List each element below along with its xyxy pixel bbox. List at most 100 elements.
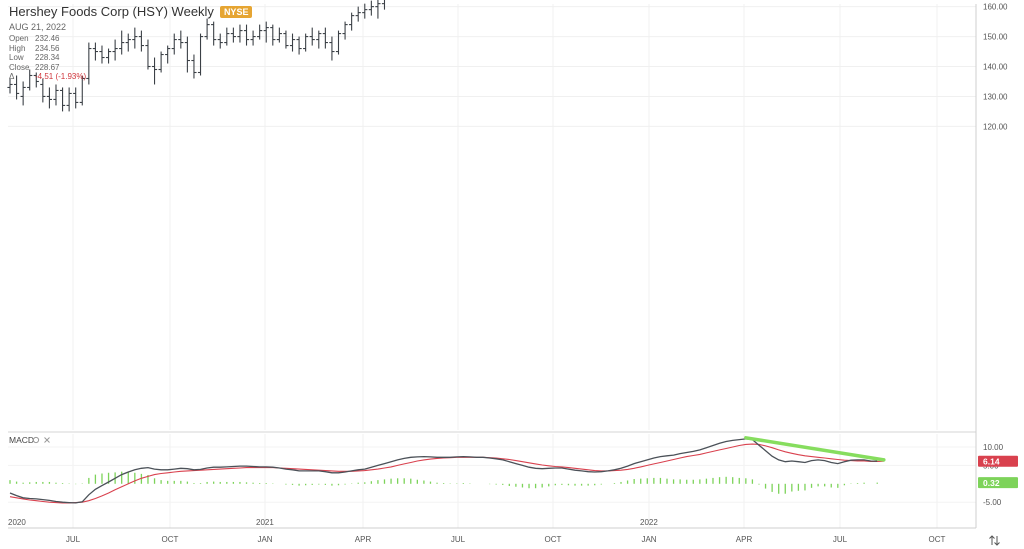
chart-title: Hershey Foods Corp (HSY) Weekly [9, 4, 214, 19]
ohlc-bar [79, 75, 85, 106]
ohlc-bar [276, 27, 282, 43]
ohlc-bar [322, 27, 328, 49]
svg-text:0.32: 0.32 [983, 478, 1000, 488]
ohlc-bar [99, 45, 105, 64]
x-tick-label: JAN [641, 535, 656, 544]
x-tick-label: OCT [162, 535, 179, 544]
macd-trendline [744, 436, 886, 462]
ohlc-bar [171, 33, 177, 55]
price-tick-label: 150.00 [983, 33, 1008, 42]
close-icon[interactable] [44, 437, 50, 443]
ohlc-bar [191, 54, 197, 79]
price-tick-label: 160.00 [983, 3, 1008, 12]
x-tick-label: JAN [257, 535, 272, 544]
change-label: Δ [9, 72, 15, 81]
high-value: 234.56 [35, 43, 60, 53]
high-label: High [9, 43, 26, 53]
ohlc-bar [165, 45, 171, 64]
ohlc-bar [375, 0, 381, 19]
ohlc-bar [296, 36, 302, 55]
ohlc-bar [329, 36, 335, 61]
macd-lines [9, 438, 884, 504]
close-value: 228.67 [35, 62, 60, 72]
ohlc-bar [230, 27, 236, 43]
ohlc-bar [250, 30, 256, 46]
x-tick-label: JUL [66, 535, 81, 544]
ohlc-bar [263, 21, 269, 43]
ohlc-bar [33, 72, 39, 88]
ohlc-bar [316, 30, 322, 49]
ohlc-bar [309, 27, 315, 46]
close-label: Close [9, 62, 30, 72]
ohlc-bar [211, 21, 217, 46]
ohlc-bar [13, 75, 20, 100]
x-tick-label: JUL [833, 535, 848, 544]
x-tick-label: 2020 [8, 518, 26, 527]
ohlc-bar [224, 27, 230, 46]
price-tick-label: 140.00 [983, 63, 1008, 72]
x-tick-label: APR [355, 535, 372, 544]
x-tick-label: APR [736, 535, 753, 544]
histogram-value-badge: 0.32 [978, 477, 1018, 489]
ohlc-bar [381, 0, 386, 10]
ohlc-bar [303, 33, 309, 52]
x-tick-label: OCT [929, 535, 946, 544]
gear-icon[interactable] [32, 436, 40, 444]
exchange-badge: NYSE [219, 5, 253, 18]
macd-value-badge: 6.14 [978, 455, 1018, 467]
quote-date: AUG 21, 2022 [9, 22, 67, 32]
ohlc-bar [158, 51, 164, 73]
svg-text:6.14: 6.14 [983, 456, 1000, 466]
change-value: -4.51 (-1.93%) [35, 72, 87, 81]
ohlc-bar [283, 30, 289, 49]
x-tick-label: 2021 [256, 518, 274, 527]
ohlc-bar [355, 6, 361, 22]
ohlc-bar [125, 33, 131, 52]
ohlc-bar [342, 21, 348, 40]
x-tick-label: 2022 [640, 518, 658, 527]
ohlc-bar [132, 27, 138, 49]
ohlc-bar [27, 69, 33, 91]
ohlc-bar [105, 48, 112, 64]
macd-label: MACD [9, 435, 34, 445]
ohlc-bar [349, 12, 355, 31]
macd-histogram [9, 471, 878, 494]
ohlc-bar [73, 87, 79, 109]
ohlc-bar [368, 0, 374, 16]
ohlc-bar [270, 24, 276, 46]
open-label: Open [9, 34, 29, 43]
low-label: Low [9, 53, 24, 62]
ohlc-bar [59, 87, 66, 112]
ohlc-bar [362, 3, 368, 19]
ohlc-bar [53, 84, 59, 106]
ohlc-bar [335, 30, 342, 55]
signal-line [9, 443, 884, 504]
price-tick-label: 120.00 [983, 122, 1008, 131]
ohlc-bar [289, 33, 296, 52]
ohlc-bar [7, 78, 13, 94]
sort-arrows-icon[interactable] [989, 535, 1000, 546]
macd-header: MACD [9, 435, 50, 445]
open-value: 232.46 [35, 34, 60, 43]
x-tick-label: OCT [545, 535, 562, 544]
axes: 2020 2021 2022 JUL OCT JAN APR JUL OCT JAN APR JUL O… [8, 3, 1008, 546]
ohlc-bar [151, 57, 158, 85]
ohlc-bar [92, 42, 99, 61]
macd-line [9, 438, 878, 504]
ohlc-bar [243, 24, 250, 46]
grid-lines [8, 4, 976, 528]
ohlc-bar [112, 39, 118, 61]
ohlc-bar [119, 30, 125, 55]
ohlc-bar [86, 42, 92, 85]
chart-header: Hershey Foods Corp (HSY) Weekly NYSE AUG… [9, 4, 253, 82]
low-value: 228.34 [35, 53, 60, 62]
price-bars [7, 0, 386, 112]
ohlc-bar [237, 24, 243, 43]
macd-tick-label: 10.00 [983, 443, 1004, 452]
ohlc-bar [184, 36, 190, 73]
ohlc-bar [217, 33, 223, 49]
ohlc-bar [257, 24, 263, 40]
ohlc-bar [178, 30, 184, 49]
ohlc-bar [197, 33, 204, 76]
